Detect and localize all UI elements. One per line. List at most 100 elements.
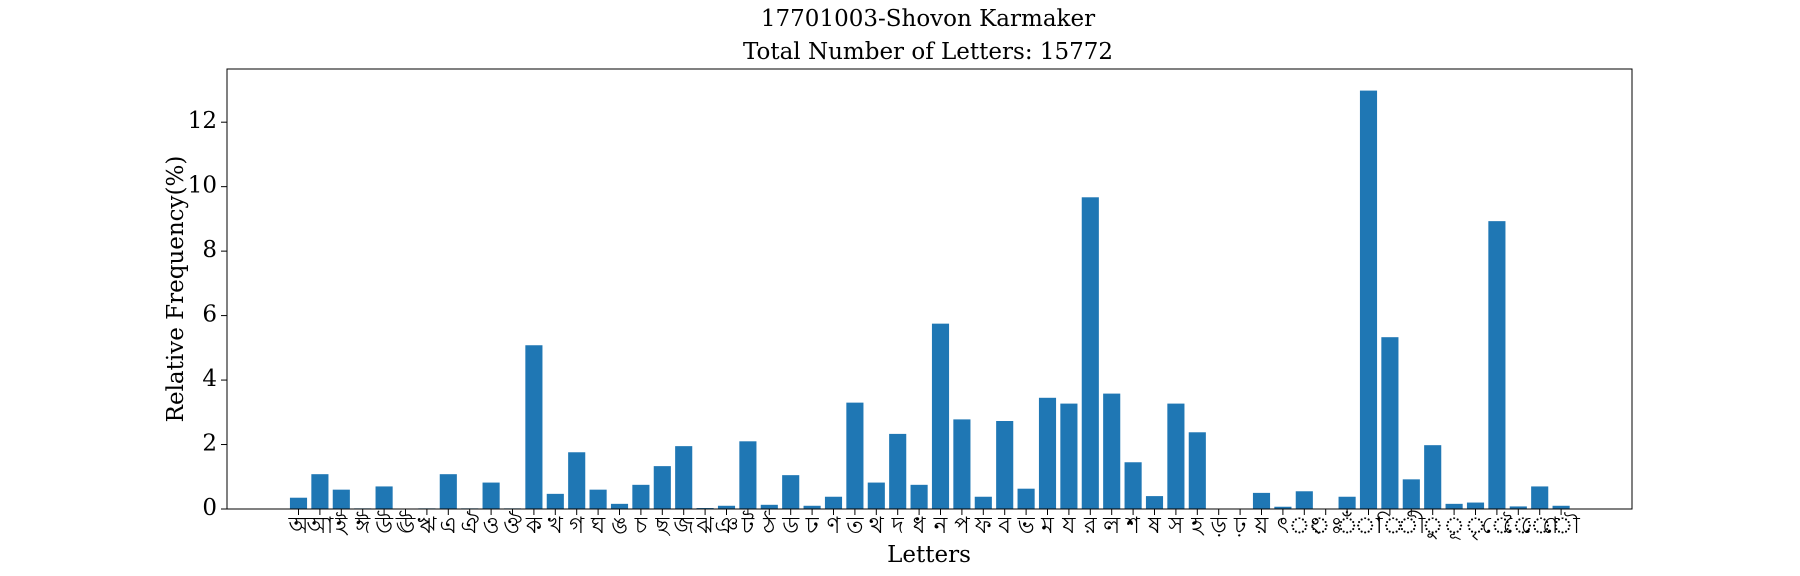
bar (525, 345, 543, 509)
y-tick-label: 4 (202, 366, 217, 392)
y-tick-label: 6 (202, 302, 217, 328)
bar (910, 484, 928, 509)
bar (1017, 488, 1035, 509)
bar (568, 452, 586, 509)
x-tick-label: ূ (1443, 513, 1465, 540)
y-tick-label: 2 (202, 431, 217, 457)
x-tick-label: শ (1125, 513, 1140, 539)
x-tick-label: থ (869, 513, 885, 539)
y-tick-label: 0 (202, 495, 217, 521)
bar (610, 503, 629, 509)
x-axis-label: Letters (887, 542, 971, 568)
x-tick-label: প (954, 513, 970, 539)
bar (482, 482, 500, 509)
x-tick-label: া (1354, 513, 1383, 539)
x-tick-label: ড (781, 513, 800, 539)
x-tick-label: ব (997, 513, 1012, 539)
x-tick-label: চ (634, 513, 648, 539)
x-tick-label: ঞ (714, 513, 738, 539)
bar (739, 441, 757, 509)
x-tick-label: ৃ (1465, 513, 1487, 540)
x-tick-label: ু (1422, 513, 1444, 540)
x-tick-label: ম (1040, 513, 1055, 539)
x-tick-label: ক (525, 513, 543, 539)
bar (289, 497, 308, 509)
bar (803, 505, 821, 509)
bar (1488, 221, 1506, 509)
x-tick-label: ং (1289, 513, 1321, 539)
x-tick-label: স (1167, 513, 1184, 539)
bar (889, 433, 907, 509)
bar (439, 474, 457, 509)
bar (953, 419, 971, 509)
bar (1252, 492, 1271, 509)
bar (675, 446, 693, 509)
x-tick-label: ঃ (1309, 513, 1343, 539)
x-tick-label: ধ (913, 513, 927, 539)
x-tick-label: ি (1375, 512, 1404, 539)
bar (1424, 445, 1442, 509)
bar (632, 484, 650, 509)
x-tick-label: ঢ (805, 513, 820, 539)
bar (1145, 496, 1164, 509)
y-tick-label: 10 (188, 173, 217, 199)
x-tick-label: য (1061, 513, 1076, 539)
x-tick-label: য় (1254, 513, 1269, 539)
x-tick-label: দ (891, 513, 905, 539)
bar (1531, 486, 1549, 509)
bar (1466, 502, 1485, 509)
x-tick-label: ড় (1209, 513, 1227, 539)
bar (1081, 197, 1099, 510)
x-tick-label: ফ (974, 513, 993, 539)
x-tick-label: হ (1190, 513, 1205, 539)
x-tick-label: ৈ (1503, 512, 1534, 539)
x-tick-label: জ (672, 513, 694, 539)
x-tick-label: ঠ (762, 511, 776, 539)
y-tick-label: 12 (188, 108, 217, 134)
x-tick-label: ঝ (695, 513, 714, 539)
x-tick-label: ত (845, 513, 864, 539)
x-tick-label: গ (569, 513, 585, 539)
bar (1103, 393, 1121, 509)
bar (653, 466, 671, 509)
x-tick-label: ছ (654, 513, 670, 539)
chart-title: Total Number of Letters: 15772 (743, 39, 1113, 65)
bar (1060, 403, 1078, 509)
x-tick-label: আ (305, 513, 334, 539)
bar (717, 505, 736, 509)
x-tick-label: ঁ (1336, 512, 1358, 539)
bar (974, 496, 992, 509)
bar (589, 489, 607, 509)
bar (1445, 503, 1463, 509)
bar (1338, 496, 1356, 509)
bar (1188, 432, 1206, 509)
bar (332, 489, 350, 509)
x-tick-label: এ (440, 513, 458, 539)
x-tick-label: ঔ (503, 511, 522, 539)
bar (996, 421, 1014, 509)
y-axis-label: Relative Frequency(%) (163, 156, 189, 423)
bar (311, 474, 329, 509)
x-tick-label: খ (548, 513, 564, 539)
x-tick-label: র (1083, 513, 1097, 539)
bar (782, 475, 800, 509)
x-tick-label: ট (741, 511, 755, 539)
x-tick-label: ঐ (460, 511, 479, 539)
bar (867, 482, 885, 509)
x-tick-label: ৌ (1542, 512, 1580, 539)
x-tick-label: ৎ (1277, 513, 1289, 539)
plot-frame (226, 68, 1633, 510)
x-tick-label: ঙ (611, 513, 628, 539)
x-tick-label: ণ (827, 513, 842, 539)
x-tick-label: ে (1481, 513, 1512, 539)
x-tick-label: ঋ (417, 513, 437, 539)
bar (1295, 491, 1313, 509)
bar (1402, 479, 1420, 509)
x-tick-label: অ (288, 513, 310, 539)
bar (846, 402, 864, 509)
bar (546, 493, 564, 509)
x-tick-label: ই (334, 512, 348, 539)
bar (1552, 505, 1570, 509)
bar (931, 323, 950, 509)
